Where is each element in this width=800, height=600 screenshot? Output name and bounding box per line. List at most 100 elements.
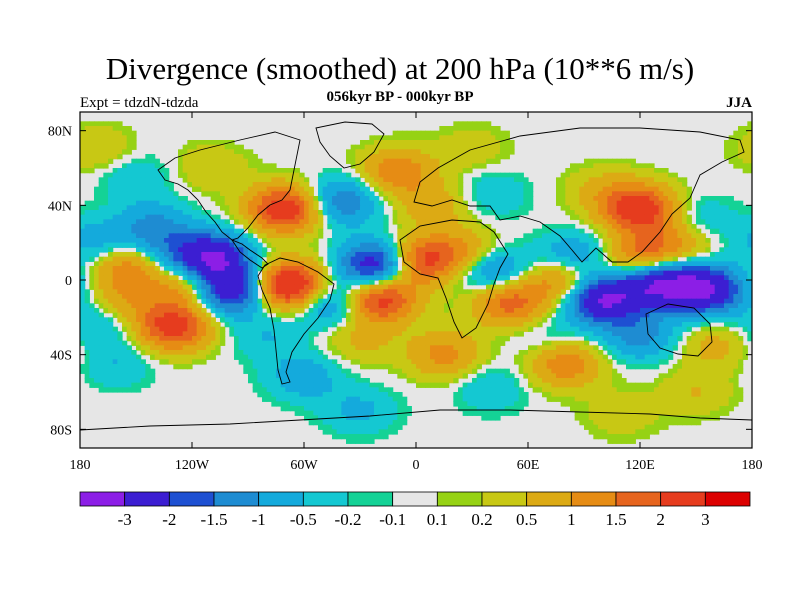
field-cell [654,172,660,178]
field-cell [472,191,478,197]
field-cell [220,280,226,286]
field-cell [308,298,314,304]
field-cell [294,200,300,206]
field-cell [140,233,146,239]
field-cell [187,252,193,258]
field-cell [280,312,286,318]
field-cell [486,322,492,328]
field-cell [700,312,706,318]
field-cell [458,280,464,286]
field-cell [150,247,156,253]
field-cell [397,289,403,295]
field-cell [458,284,464,290]
field-cell [243,196,249,202]
field-cell [276,289,282,295]
field-cell [117,130,123,136]
field-cell [411,252,417,258]
field-cell [98,298,104,304]
field-cell [649,294,655,300]
field-cell [705,280,711,286]
field-cell [481,238,487,244]
field-cell [117,298,123,304]
field-cell [364,256,370,262]
field-cell [537,289,543,295]
field-cell [696,322,702,328]
field-cell [686,191,692,197]
field-cell [392,317,398,323]
field-cell [187,298,193,304]
field-cell [495,191,501,197]
field-cell [103,322,109,328]
field-cell [504,154,510,160]
field-cell [649,312,655,318]
field-cell [332,289,338,295]
field-cell [397,303,403,309]
field-cell [490,126,496,132]
field-cell [663,312,669,318]
field-cell [187,289,193,295]
field-cell [94,317,100,323]
field-cell [570,242,576,248]
field-cell [392,275,398,281]
field-cell [294,256,300,262]
field-cell [658,303,664,309]
field-cell [374,233,380,239]
field-cell [425,196,431,202]
field-cell [528,289,534,295]
field-cell [168,200,174,206]
field-cell [640,177,646,183]
field-cell [425,261,431,267]
field-cell [710,205,716,211]
field-cell [140,280,146,286]
field-cell [318,280,324,286]
field-cell [215,247,221,253]
field-cell [565,270,571,276]
field-cell [112,228,118,234]
field-cell [364,326,370,332]
field-cell [588,294,594,300]
field-cell [322,289,328,295]
field-cell [500,252,506,258]
field-cell [150,308,156,314]
field-cell [145,214,151,220]
field-cell [630,256,636,262]
field-cell [271,219,277,225]
field-cell [598,247,604,253]
field-cell [462,158,468,164]
field-cell [318,233,324,239]
field-cell [224,186,230,192]
field-cell [112,284,118,290]
field-cell [719,275,725,281]
field-cell [322,196,328,202]
field-cell [224,168,230,174]
field-cell [523,294,529,300]
field-cell [616,298,622,304]
field-cell [439,214,445,220]
field-cell [714,317,720,323]
field-cell [710,200,716,206]
field-cell [448,266,454,272]
field-cell [374,294,380,300]
field-cell [640,270,646,276]
field-cell [444,233,450,239]
field-cell [649,191,655,197]
field-cell [383,144,389,150]
field-cell [467,266,473,272]
field-cell [369,219,375,225]
field-cell [327,200,333,206]
field-cell [472,182,478,188]
field-cell [406,140,412,146]
field-cell [602,294,608,300]
field-cell [686,214,692,220]
field-cell [742,312,748,318]
field-cell [560,247,566,253]
field-cell [369,214,375,220]
field-cell [182,168,188,174]
field-cell [626,177,632,183]
field-cell [644,247,650,253]
field-cell [374,224,380,230]
field-cell [719,294,725,300]
field-cell [439,261,445,267]
field-cell [584,303,590,309]
field-cell [644,256,650,262]
